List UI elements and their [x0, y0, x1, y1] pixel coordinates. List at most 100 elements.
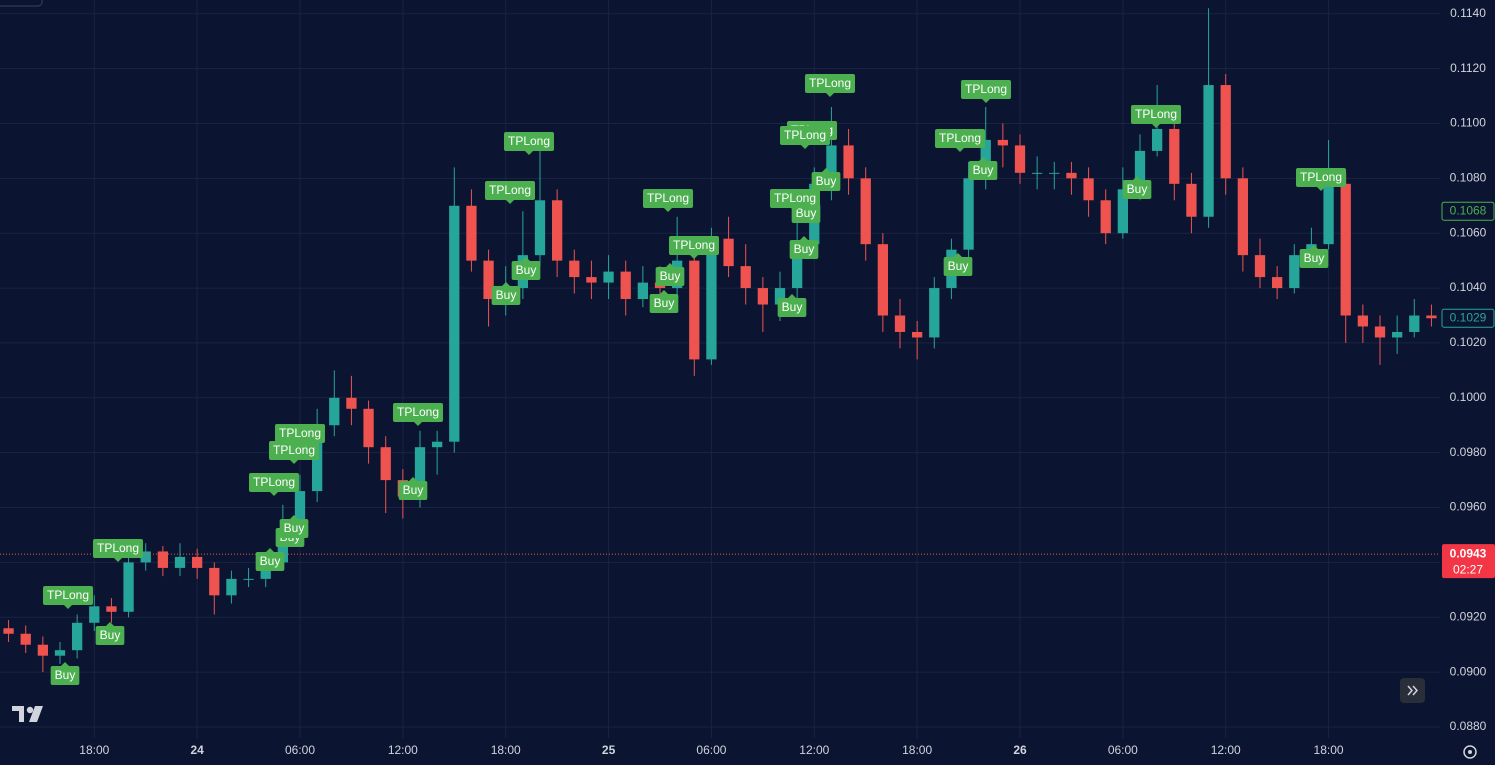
- x-tick-label: 24: [190, 743, 204, 757]
- signal-pointer: [270, 492, 278, 496]
- signal-label: Buy: [95, 622, 125, 645]
- candle-body: [294, 491, 306, 530]
- signal-pointer: [1152, 124, 1160, 128]
- candle-body: [689, 260, 700, 360]
- countdown-label: 02:27: [1453, 562, 1483, 576]
- candle-body: [586, 277, 597, 283]
- price-marker-label: 0.1068: [1450, 203, 1487, 217]
- signal-text: TPLong: [253, 475, 295, 489]
- signal-label: Buy: [398, 477, 428, 500]
- top-button[interactable]: [0, 0, 43, 7]
- candle-body: [3, 628, 14, 634]
- candle-body: [740, 266, 751, 289]
- signal-pointer: [106, 622, 114, 626]
- signal-label: TPLong: [779, 126, 831, 149]
- x-tick-label: 06:00: [285, 743, 315, 757]
- signal-pointer: [801, 145, 809, 149]
- signal-label: TPLong: [769, 189, 821, 212]
- candle-body: [123, 562, 134, 612]
- signal-text: Buy: [1127, 182, 1148, 196]
- signal-text: TPLong: [774, 191, 816, 205]
- candle-body: [226, 578, 237, 596]
- candle-body: [792, 244, 803, 289]
- price-marker-box: [1441, 201, 1495, 221]
- candle-body: [1186, 183, 1197, 217]
- signal-text: TPLong: [1300, 170, 1342, 184]
- candle-body: [1357, 315, 1368, 327]
- signal-text: TPLong: [939, 131, 981, 145]
- candle-body: [1083, 178, 1094, 201]
- scroll-button[interactable]: [1400, 678, 1425, 703]
- candle-body: [1220, 85, 1231, 179]
- signal-pointer: [266, 548, 274, 552]
- candle-body: [157, 551, 168, 568]
- signal-box: [50, 666, 80, 685]
- signal-label: Buy: [789, 236, 819, 259]
- signal-box: [779, 126, 831, 145]
- signal-pointer: [664, 208, 672, 212]
- signal-box: [1130, 105, 1182, 124]
- signal-label: TPLong: [668, 236, 720, 259]
- price-axis-panel: [1440, 0, 1495, 765]
- settings-button[interactable]: [1463, 745, 1477, 759]
- signal-pointer: [64, 605, 72, 609]
- signal-label: Buy: [491, 282, 521, 305]
- signal-label: TPLong: [92, 539, 144, 562]
- x-tick-label: 12:00: [388, 743, 418, 757]
- signal-label: TPLong: [484, 181, 536, 204]
- candle-body: [243, 578, 254, 580]
- signal-box: [960, 80, 1012, 99]
- signal-text: Buy: [973, 163, 994, 177]
- signal-box: [968, 161, 998, 180]
- candle-body: [174, 556, 186, 568]
- signal-text: TPLong: [273, 443, 315, 457]
- candle-body: [706, 238, 717, 360]
- signal-box: [42, 586, 94, 605]
- signal-pointer: [290, 460, 298, 464]
- signal-pointer: [502, 282, 510, 286]
- candle-body: [1066, 172, 1077, 179]
- candle-body: [620, 271, 631, 300]
- candle-body: [1340, 183, 1351, 316]
- candle-body: [1237, 178, 1248, 256]
- signal-text: Buy: [260, 554, 281, 568]
- signal-pointer: [979, 157, 987, 161]
- signal-box: [248, 473, 300, 492]
- signal-pointer: [290, 515, 298, 519]
- signal-pointer: [954, 253, 962, 257]
- candle-body: [483, 260, 494, 300]
- candle-body: [414, 447, 426, 497]
- candle-body: [1289, 255, 1300, 289]
- signal-pointer: [690, 255, 698, 259]
- signal-label: Buy: [811, 168, 841, 191]
- signal-box: [92, 539, 144, 558]
- signal-label: TPLong: [503, 132, 555, 155]
- signal-pointer: [1310, 245, 1318, 249]
- signal-pointer: [826, 93, 834, 97]
- y-tick-label: 0.0980: [1450, 445, 1487, 459]
- signal-text: TPLong: [279, 426, 321, 440]
- y-tick-label: 0.1040: [1450, 280, 1487, 294]
- y-tick-label: 0.1020: [1450, 335, 1487, 349]
- signal-pointer: [982, 99, 990, 103]
- signal-text: Buy: [660, 269, 681, 283]
- candle-body: [1272, 277, 1283, 289]
- signal-pointer: [522, 257, 530, 261]
- candle-body: [1117, 189, 1128, 234]
- signal-pointer: [1317, 187, 1325, 191]
- signal-box: [255, 552, 285, 571]
- signal-pointer: [296, 443, 304, 447]
- candle-body: [209, 567, 220, 596]
- candle-body: [603, 271, 614, 283]
- signal-label: Buy: [511, 257, 541, 280]
- signal-box: [649, 294, 679, 313]
- y-tick-label: 0.0880: [1450, 719, 1487, 733]
- candle-body: [1152, 128, 1163, 151]
- signal-text: TPLong: [647, 191, 689, 205]
- signal-text: Buy: [816, 174, 837, 188]
- x-tick-label: 18:00: [902, 743, 932, 757]
- signal-label: Buy: [777, 294, 807, 317]
- signal-text: Buy: [782, 300, 803, 314]
